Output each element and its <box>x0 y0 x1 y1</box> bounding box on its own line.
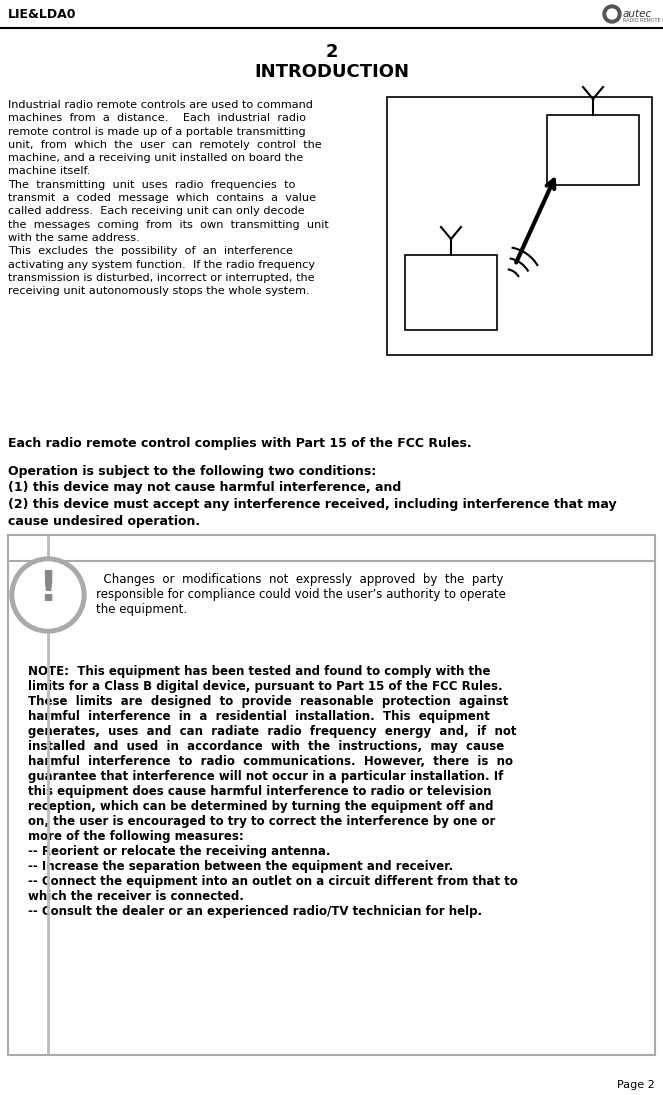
Text: Changes  or  modifications  not  expressly  approved  by  the  party: Changes or modifications not expressly a… <box>96 573 503 586</box>
Bar <box>387 97 652 355</box>
Circle shape <box>10 557 86 633</box>
Text: The  transmitting  unit  uses  radio  frequencies  to: The transmitting unit uses radio frequen… <box>8 180 296 189</box>
Text: generates,  uses  and  can  radiate  radio  frequency  energy  and,  if  not: generates, uses and can radiate radio fr… <box>28 725 516 738</box>
Text: (1) this device may not cause harmful interference, and: (1) this device may not cause harmful in… <box>8 482 401 495</box>
Text: this equipment does cause harmful interference to radio or television: this equipment does cause harmful interf… <box>28 785 491 798</box>
Text: Receiving
unit: Receiving unit <box>568 140 619 163</box>
Bar <box>547 115 639 185</box>
Text: 2: 2 <box>326 43 337 61</box>
Text: which the receiver is connected.: which the receiver is connected. <box>28 890 244 903</box>
Text: responsible for compliance could void the user’s authority to operate: responsible for compliance could void th… <box>96 588 506 601</box>
Circle shape <box>603 5 621 23</box>
Text: harmful  interference  to  radio  communications.  However,  there  is  no: harmful interference to radio communicat… <box>28 754 513 768</box>
Text: These  limits  are  designed  to  provide  reasonable  protection  against: These limits are designed to provide rea… <box>28 695 509 708</box>
Bar <box>405 255 497 330</box>
Text: receiving unit autonomously stops the whole system.: receiving unit autonomously stops the wh… <box>8 286 310 297</box>
Text: Industrial radio remote controls are used to command: Industrial radio remote controls are use… <box>8 100 313 110</box>
Text: installed  and  used  in  accordance  with  the  instructions,  may  cause: installed and used in accordance with th… <box>28 740 505 753</box>
Text: transmission is disturbed, incorrect or interrupted, the: transmission is disturbed, incorrect or … <box>8 273 315 283</box>
Text: reception, which can be determined by turning the equipment off and: reception, which can be determined by tu… <box>28 800 493 812</box>
Text: Each radio remote control complies with Part 15 of the FCC Rules.: Each radio remote control complies with … <box>8 437 471 450</box>
Text: !: ! <box>38 568 58 610</box>
Text: Operation is subject to the following two conditions:: Operation is subject to the following tw… <box>8 465 376 479</box>
Text: -- Connect the equipment into an outlet on a circuit different from that to: -- Connect the equipment into an outlet … <box>28 875 518 888</box>
Text: machines  from  a  distance.    Each  industrial  radio: machines from a distance. Each industria… <box>8 113 306 124</box>
Text: unit,  from  which  the  user  can  remotely  control  the: unit, from which the user can remotely c… <box>8 140 322 150</box>
Text: the  messages  coming  from  its  own  transmitting  unit: the messages coming from its own transmi… <box>8 220 329 230</box>
Circle shape <box>607 9 617 19</box>
Text: (2) this device must accept any interference received, including interference th: (2) this device must accept any interfer… <box>8 498 617 511</box>
Text: -- Increase the separation between the equipment and receiver.: -- Increase the separation between the e… <box>28 860 453 873</box>
Text: limits for a Class B digital device, pursuant to Part 15 of the FCC Rules.: limits for a Class B digital device, pur… <box>28 680 503 693</box>
Text: guarantee that interference will not occur in a particular installation. If: guarantee that interference will not occ… <box>28 770 503 783</box>
Bar <box>8 535 655 1054</box>
Text: -- Reorient or relocate the receiving antenna.: -- Reorient or relocate the receiving an… <box>28 845 330 858</box>
Text: on, the user is encouraged to try to correct the interference by one or: on, the user is encouraged to try to cor… <box>28 815 495 828</box>
Text: This  excludes  the  possibility  of  an  interference: This excludes the possibility of an inte… <box>8 246 293 256</box>
Text: cause undesired operation.: cause undesired operation. <box>8 515 200 528</box>
Text: machine, and a receiving unit installed on board the: machine, and a receiving unit installed … <box>8 153 303 163</box>
Text: LIE&LDA0: LIE&LDA0 <box>8 8 76 21</box>
Text: Transmitting
unit: Transmitting unit <box>418 283 483 307</box>
Text: autec: autec <box>623 9 652 19</box>
Text: with the same address.: with the same address. <box>8 233 140 243</box>
Text: Page 2: Page 2 <box>617 1080 655 1090</box>
Text: NOTE:  This equipment has been tested and found to comply with the: NOTE: This equipment has been tested and… <box>28 665 491 678</box>
Text: called address.  Each receiving unit can only decode: called address. Each receiving unit can … <box>8 206 305 217</box>
Text: INTRODUCTION: INTRODUCTION <box>254 64 409 81</box>
Text: more of the following measures:: more of the following measures: <box>28 830 244 843</box>
Text: remote control is made up of a portable transmitting: remote control is made up of a portable … <box>8 127 306 137</box>
Text: activating any system function.  If the radio frequency: activating any system function. If the r… <box>8 260 315 269</box>
Text: RADIO REMOTE CONTROL: RADIO REMOTE CONTROL <box>623 18 663 23</box>
Circle shape <box>15 562 81 629</box>
Text: the equipment.: the equipment. <box>96 603 187 616</box>
Text: transmit  a  coded  message  which  contains  a  value: transmit a coded message which contains … <box>8 193 316 203</box>
Text: harmful  interference  in  a  residential  installation.  This  equipment: harmful interference in a residential in… <box>28 710 490 723</box>
Text: machine itself.: machine itself. <box>8 166 90 176</box>
Text: -- Consult the dealer or an experienced radio/TV technician for help.: -- Consult the dealer or an experienced … <box>28 904 482 918</box>
